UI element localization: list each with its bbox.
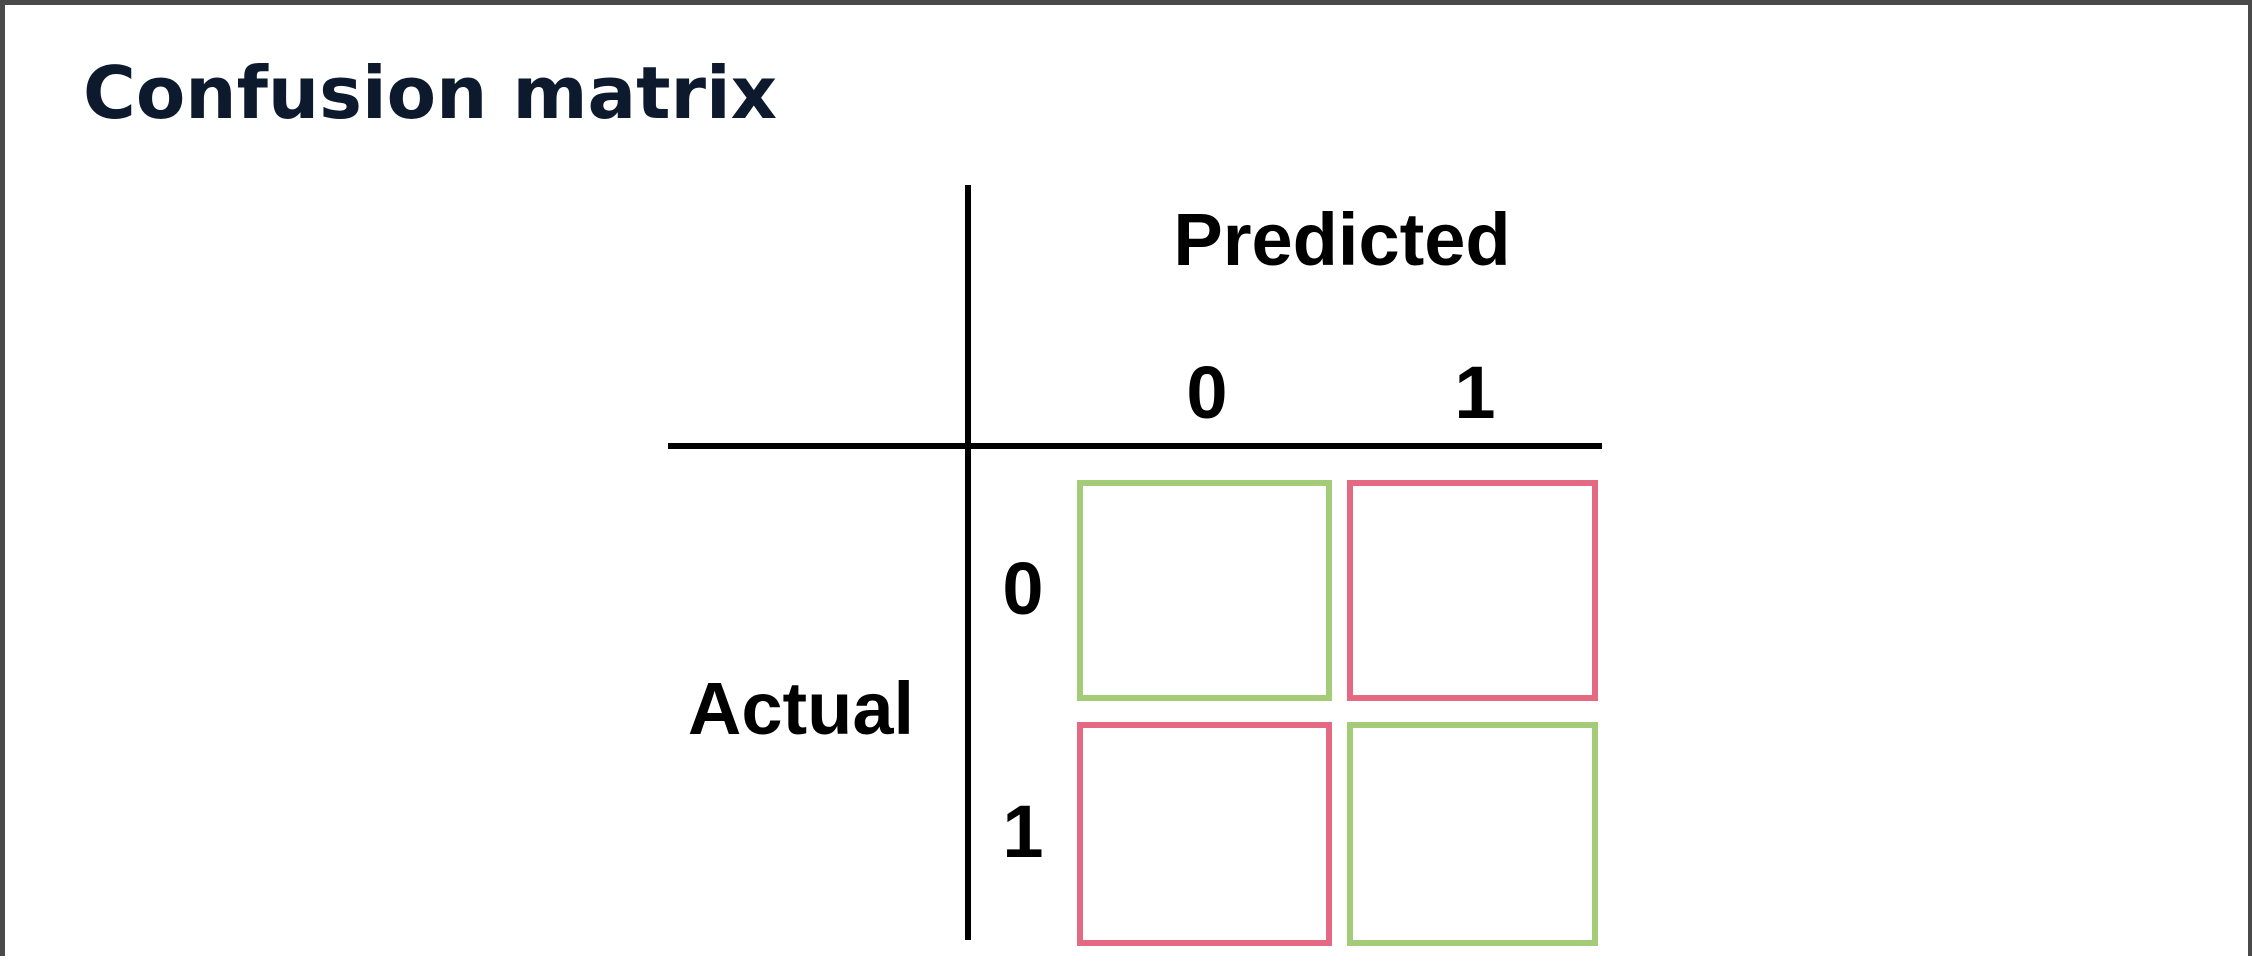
cell-actual-0-predicted-1 [1347,480,1598,701]
row-label-1: 1 [1002,790,1043,873]
cell-actual-1-predicted-0 [1077,722,1332,946]
confusion-matrix-diagram: Predicted Actual 0 1 0 1 [668,185,1602,946]
actual-axis-label: Actual [688,667,914,750]
predicted-axis-label: Predicted [1173,198,1510,281]
column-label-1: 1 [1454,351,1495,434]
row-label-0: 0 [1002,547,1043,630]
column-label-0: 0 [1186,351,1227,434]
cell-actual-0-predicted-0 [1077,480,1332,701]
cell-actual-1-predicted-1 [1347,722,1598,946]
page-title: Confusion matrix [83,51,778,135]
